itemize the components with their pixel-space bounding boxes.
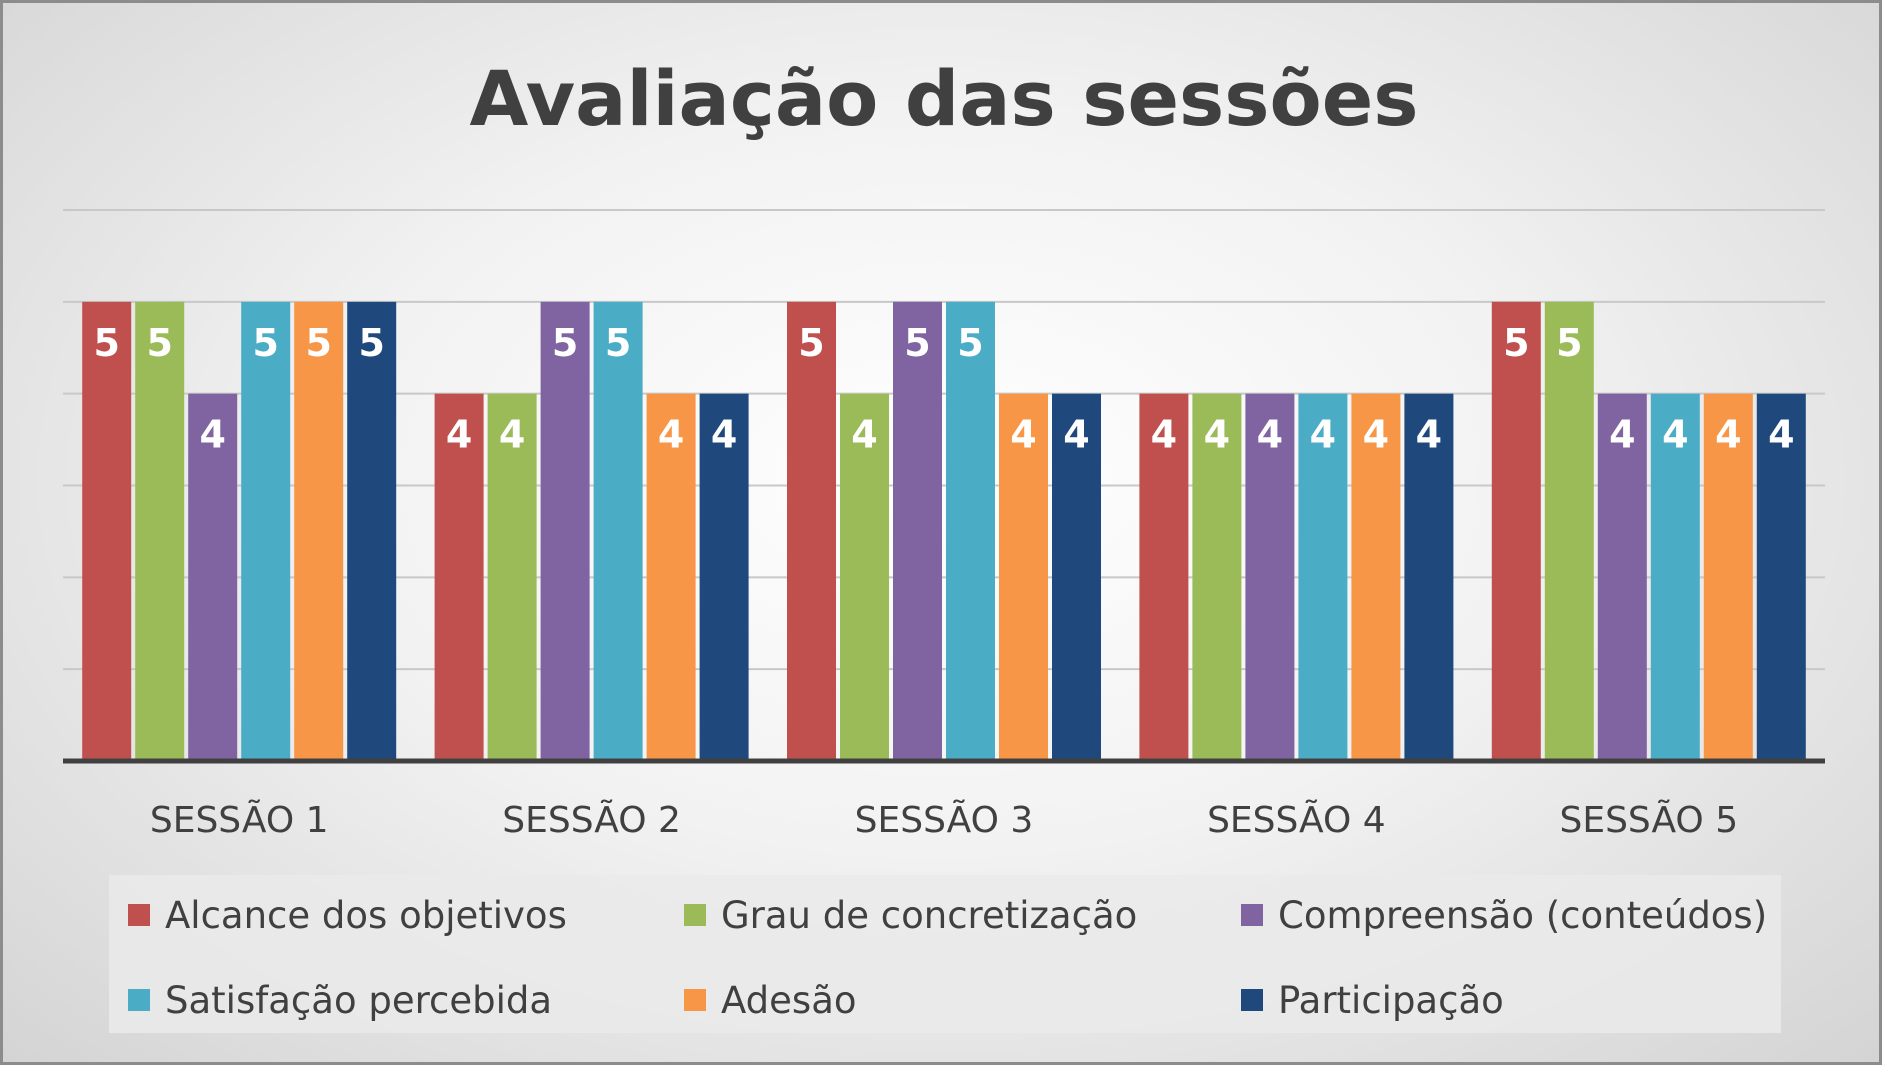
bar — [1650, 393, 1700, 761]
bar — [1756, 393, 1806, 761]
data-label: 5 — [605, 321, 631, 365]
bar — [999, 393, 1048, 761]
data-label: 4 — [1768, 413, 1794, 457]
bar — [699, 393, 749, 761]
legend-swatch — [128, 989, 150, 1011]
legend-swatch — [684, 904, 706, 926]
data-label: 5 — [252, 321, 278, 365]
data-label: 4 — [1662, 413, 1688, 457]
chart-title: Avaliação das sessões — [470, 54, 1419, 143]
bar — [893, 301, 942, 761]
data-label: 5 — [93, 321, 119, 365]
bar — [1404, 393, 1454, 761]
data-label: 4 — [1609, 413, 1635, 457]
data-label: 4 — [1310, 413, 1336, 457]
legend: Alcance dos objetivos Grau de concretizaç… — [109, 875, 1781, 1033]
data-label: 4 — [711, 413, 737, 457]
legend-entry: Compreensão (conteúdos) — [1278, 894, 1767, 937]
data-label: 4 — [199, 413, 225, 457]
data-label: 4 — [1363, 413, 1389, 457]
bars — [82, 301, 1806, 761]
bar — [1351, 393, 1401, 761]
bar — [135, 301, 185, 761]
bar — [1192, 393, 1242, 761]
bar — [646, 393, 696, 761]
data-label: 5 — [1503, 321, 1529, 365]
legend-entry: Adesão — [721, 979, 857, 1022]
bar — [1298, 393, 1348, 761]
legend-swatch — [1241, 989, 1263, 1011]
bar — [946, 301, 995, 761]
data-label: 5 — [146, 321, 172, 365]
legend-entry: Alcance dos objetivos — [165, 894, 567, 937]
data-label: 5 — [798, 321, 824, 365]
bar — [593, 301, 643, 761]
data-label: 4 — [1204, 413, 1230, 457]
x-tick-label: SESSÃO 2 — [502, 799, 681, 841]
bar — [1597, 393, 1647, 761]
legend-entry: Satisfação percebida — [165, 979, 552, 1022]
bar — [487, 393, 537, 761]
data-label: 4 — [446, 413, 472, 457]
data-label: 4 — [1715, 413, 1741, 457]
legend-background — [109, 875, 1781, 1033]
bar — [188, 393, 238, 761]
bar — [1703, 393, 1753, 761]
legend-swatch — [1241, 904, 1263, 926]
x-tick-label: SESSÃO 1 — [150, 799, 329, 841]
data-label: 4 — [1257, 413, 1283, 457]
data-label: 4 — [658, 413, 684, 457]
data-label: 4 — [1063, 413, 1089, 457]
bar — [1544, 301, 1594, 761]
x-axis: SESSÃO 1 SESSÃO 2 SESSÃO 3 SESSÃO 4 SESSÃO 5 — [63, 758, 1825, 841]
data-label: 5 — [552, 321, 578, 365]
bar — [82, 301, 132, 761]
bar — [241, 301, 291, 761]
bar — [1245, 393, 1295, 761]
bar — [1491, 301, 1541, 761]
data-label: 4 — [499, 413, 525, 457]
legend-entry: Grau de concretização — [721, 894, 1137, 937]
data-label: 4 — [851, 413, 877, 457]
bar — [787, 301, 836, 761]
bar — [294, 301, 344, 761]
legend-entry: Participação — [1278, 979, 1504, 1022]
data-label: 4 — [1151, 413, 1177, 457]
x-tick-label: SESSÃO 4 — [1207, 799, 1386, 841]
data-label: 4 — [1010, 413, 1036, 457]
data-label: 5 — [1556, 321, 1582, 365]
bar — [1052, 393, 1101, 761]
x-tick-label: SESSÃO 5 — [1559, 799, 1738, 841]
bar — [434, 393, 484, 761]
bar — [540, 301, 590, 761]
bar — [347, 301, 397, 761]
legend-swatch — [684, 989, 706, 1011]
legend-swatch — [128, 904, 150, 926]
bar — [840, 393, 889, 761]
data-label: 5 — [904, 321, 930, 365]
data-label: 4 — [1416, 413, 1442, 457]
data-label: 5 — [358, 321, 384, 365]
x-tick-label: SESSÃO 3 — [855, 799, 1034, 841]
data-label: 5 — [957, 321, 983, 365]
bar — [1139, 393, 1189, 761]
data-label: 5 — [305, 321, 331, 365]
